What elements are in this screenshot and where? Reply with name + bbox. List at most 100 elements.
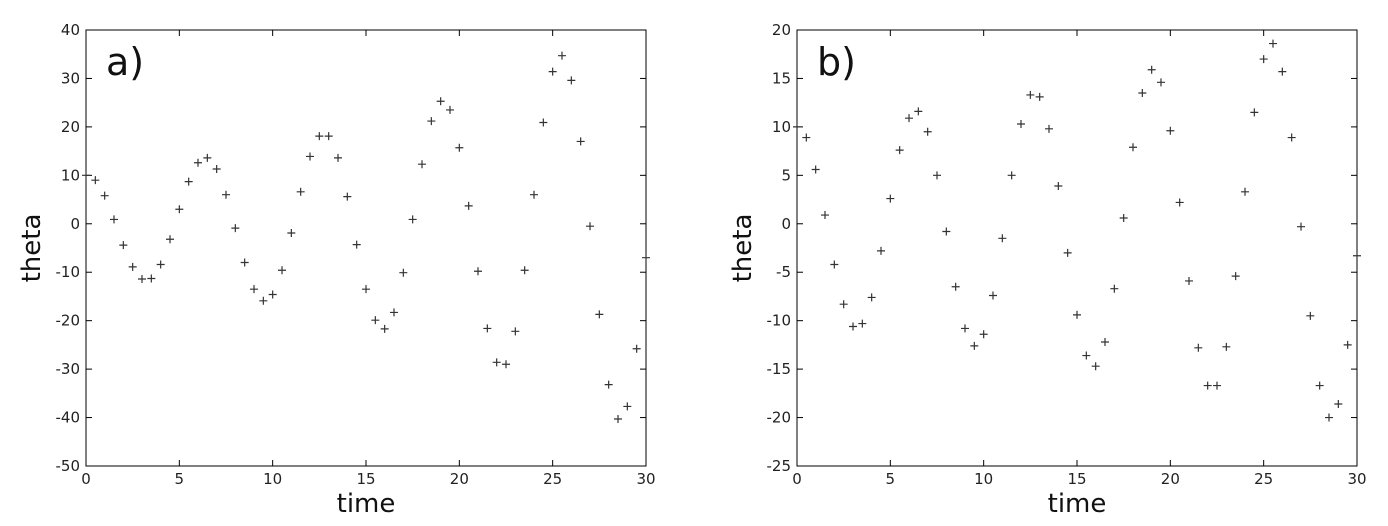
- data-point: [147, 274, 156, 283]
- data-point: [1138, 88, 1147, 97]
- data-point: [502, 360, 510, 369]
- data-point: [278, 266, 286, 275]
- data-point: [1054, 181, 1063, 190]
- data-point: [830, 260, 839, 269]
- data-point: [576, 137, 585, 146]
- y-tick-label: -30: [56, 360, 81, 378]
- data-point: [287, 228, 296, 237]
- data-point: [942, 227, 951, 236]
- data-point: [343, 192, 352, 201]
- data-point: [849, 322, 857, 331]
- data-point: [1353, 251, 1361, 260]
- data-point: [1063, 248, 1072, 257]
- data-point: [905, 114, 913, 123]
- data-point: [951, 282, 960, 291]
- data-point: [1035, 92, 1044, 101]
- data-point: [858, 319, 867, 328]
- x-tick-label: 30: [1347, 470, 1366, 488]
- y-tick-label: 30: [61, 69, 80, 87]
- data-point: [604, 380, 613, 389]
- y-tick-label: -25: [767, 457, 792, 475]
- x-axis-label: time: [337, 489, 396, 519]
- data-point: [371, 316, 380, 325]
- data-point: [427, 117, 436, 126]
- data-point: [1185, 276, 1193, 285]
- data-point: [1250, 108, 1259, 117]
- data-point: [1315, 381, 1324, 390]
- data-point: [614, 415, 622, 424]
- y-tick-label: -5: [776, 263, 791, 281]
- panel: 0 5 10 15 20 25 30 -50 -40 -30 -20 -10 0 10 20 30 40 time…: [17, 21, 656, 519]
- data-point: [811, 165, 820, 174]
- data-point: [1110, 284, 1119, 293]
- data-point: [1091, 362, 1100, 371]
- data-point: [1073, 310, 1081, 319]
- data-point: [1166, 126, 1175, 135]
- data-point: [793, 122, 801, 131]
- x-tick-label: 10: [263, 470, 282, 488]
- data-point: [1194, 343, 1203, 352]
- data-point: [961, 324, 969, 333]
- data-point: [1157, 78, 1165, 87]
- data-point: [970, 341, 979, 350]
- data-point: [1082, 351, 1091, 360]
- data-point: [1007, 171, 1016, 180]
- y-tick-label: 0: [781, 215, 791, 233]
- data-point: [1213, 381, 1221, 390]
- data-point: [1175, 198, 1184, 207]
- y-tick-label: -20: [56, 312, 81, 330]
- y-tick-label: 10: [772, 118, 791, 136]
- data-point: [877, 246, 885, 255]
- data-point: [390, 308, 398, 317]
- data-point: [548, 67, 557, 76]
- x-tick-label: 15: [356, 470, 375, 488]
- data-point: [464, 201, 473, 210]
- data-point: [380, 324, 389, 333]
- data-point: [138, 275, 146, 284]
- data-point: [1297, 222, 1305, 231]
- data-point: [595, 310, 604, 319]
- x-tick-label: 20: [1161, 470, 1180, 488]
- plot-frame: [796, 29, 1358, 467]
- data-point: [194, 158, 202, 167]
- y-tick-label: -10: [767, 312, 792, 330]
- data-point: [455, 143, 464, 152]
- data-point: [886, 194, 895, 203]
- data-point: [998, 234, 1007, 243]
- data-point: [1017, 119, 1025, 128]
- data-point: [156, 260, 165, 269]
- data-point: [203, 153, 212, 162]
- data-point: [231, 224, 240, 233]
- x-tick-label: 10: [974, 470, 993, 488]
- y-tick-label: -40: [56, 409, 81, 427]
- data-point: [1325, 413, 1333, 422]
- data-point: [250, 285, 258, 294]
- data-point: [1241, 187, 1249, 196]
- y-tick-label: 40: [61, 21, 80, 39]
- data-point: [1026, 90, 1035, 99]
- data-point: [1101, 337, 1109, 346]
- data-point: [100, 191, 109, 200]
- data-point: [586, 222, 594, 231]
- x-tick-label: 20: [450, 470, 469, 488]
- data-point: [240, 258, 249, 267]
- data-point: [110, 215, 118, 224]
- data-point: [184, 177, 193, 186]
- x-tick-label: 30: [636, 470, 655, 488]
- data-point: [895, 146, 904, 155]
- data-point: [558, 51, 566, 60]
- data-point: [1045, 124, 1053, 133]
- data-point: [933, 171, 941, 180]
- data-point: [119, 241, 128, 250]
- data-point: [175, 205, 184, 214]
- data-point: [1222, 342, 1231, 351]
- data-point: [212, 165, 221, 174]
- data-point: [914, 107, 923, 116]
- data-point: [222, 190, 230, 199]
- y-tick-label: 0: [70, 215, 80, 233]
- plot-frame: [85, 29, 647, 467]
- data-point: [1129, 143, 1137, 152]
- x-tick-label: 15: [1067, 470, 1086, 488]
- panel-annotation: a): [106, 40, 144, 84]
- x-tick-label: 25: [1254, 470, 1273, 488]
